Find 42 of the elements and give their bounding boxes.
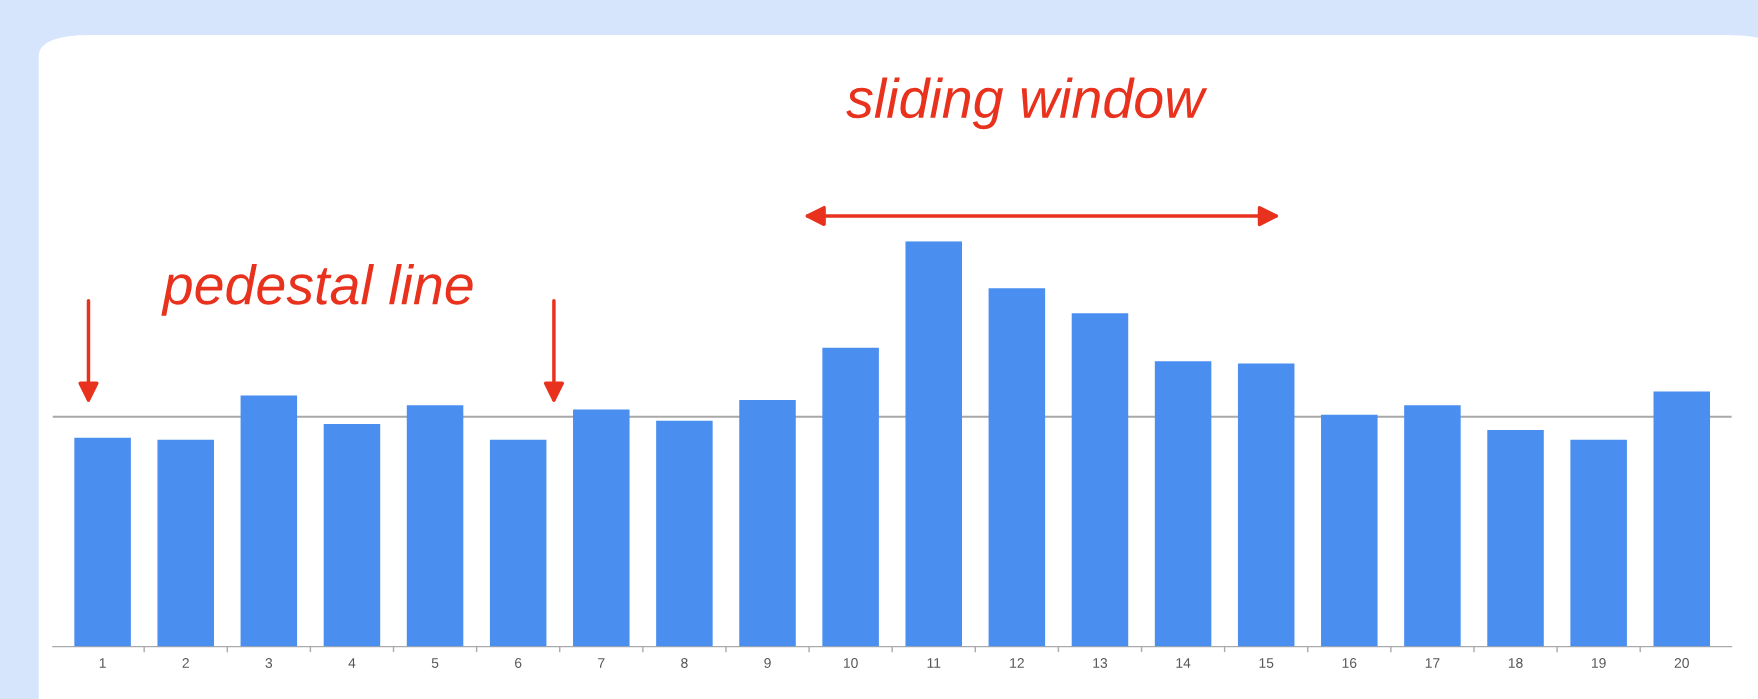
x-tick-label: 5 <box>431 658 439 668</box>
x-tick-label: 3 <box>265 658 273 668</box>
text: sliding window <box>846 77 1208 130</box>
bar <box>157 439 214 647</box>
ref-line-label: pedestal line <box>161 263 473 316</box>
x-tick-label: 19 <box>1591 658 1606 668</box>
x-tick-label: 15 <box>1259 658 1274 668</box>
x-tick-label: 10 <box>843 658 858 668</box>
x-tick-label: 17 <box>1425 658 1440 668</box>
bar <box>406 405 464 647</box>
x-tick-label: 4 <box>348 658 356 668</box>
bar <box>739 400 796 647</box>
bar <box>822 347 879 647</box>
x-tick-label: 8 <box>681 658 688 668</box>
x-tick-label: 6 <box>515 658 522 668</box>
bar <box>323 424 381 647</box>
bar <box>988 288 1046 647</box>
bar <box>489 439 547 647</box>
bar <box>1154 361 1212 647</box>
bar <box>905 241 962 647</box>
bar <box>1487 430 1544 647</box>
x-tick-label: 18 <box>1508 658 1523 668</box>
bar <box>1404 405 1461 647</box>
bar <box>656 420 713 647</box>
bar <box>1237 363 1295 647</box>
bar <box>240 395 298 647</box>
bar <box>1570 439 1627 647</box>
x-tick-label: 2 <box>182 658 189 668</box>
x-tick-label: 9 <box>764 658 771 668</box>
bar <box>1321 414 1378 647</box>
bar <box>573 409 630 647</box>
bar <box>1653 391 1711 647</box>
x-tick-label: 12 <box>1010 658 1024 668</box>
x-tick-label: 14 <box>1176 658 1191 668</box>
x-tick-label: 20 <box>1674 658 1689 668</box>
x-tick-label: 11 <box>927 658 941 668</box>
bar <box>1071 313 1129 647</box>
x-tick-label: 16 <box>1342 658 1357 668</box>
bar <box>74 437 131 647</box>
x-tick-label: 13 <box>1093 658 1108 668</box>
x-tick-label: 1 <box>99 658 106 668</box>
x-tick-label: 7 <box>598 658 605 668</box>
